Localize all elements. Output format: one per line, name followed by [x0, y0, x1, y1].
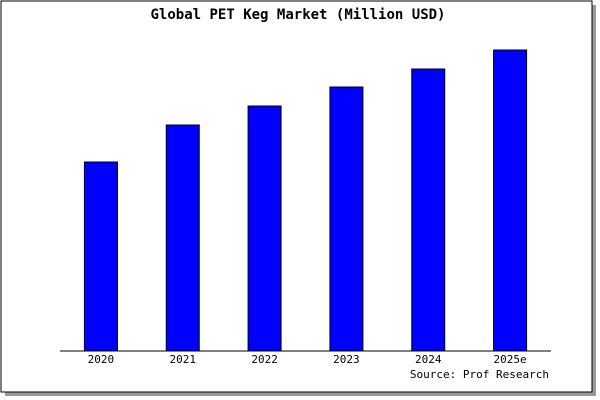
x-tick-label: 2020 [88, 353, 115, 366]
chart-title: Global PET Keg Market (Million USD) [150, 7, 445, 23]
bar [247, 105, 282, 352]
bar [493, 49, 528, 352]
bar [165, 124, 200, 352]
plot-area [60, 48, 551, 351]
bar [83, 161, 118, 352]
x-tick-label: 2023 [333, 353, 360, 366]
x-tick-label: 2025e [494, 353, 527, 366]
x-tick-label: 2021 [170, 353, 197, 366]
source-note: Source: Prof Research [410, 368, 549, 381]
bar [411, 68, 446, 352]
bar [329, 86, 364, 352]
x-tick-label: 2022 [251, 353, 278, 366]
x-tick-label: 2024 [415, 353, 442, 366]
